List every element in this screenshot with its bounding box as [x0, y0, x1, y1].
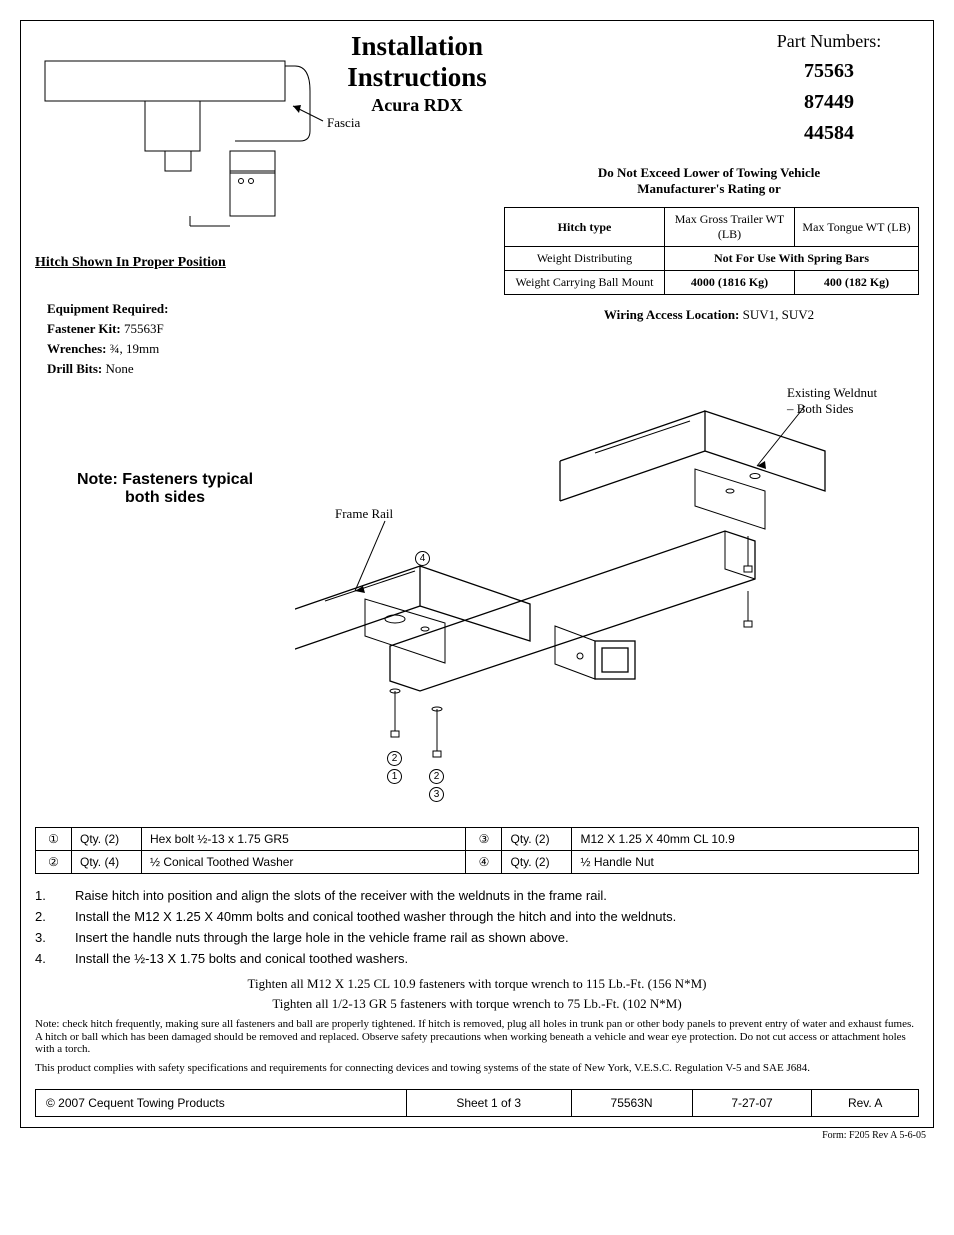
- warn-line2: Manufacturer's Rating or: [499, 181, 919, 197]
- title-sub: Acura RDX: [335, 95, 499, 116]
- weld-line1: Existing Weldnut: [787, 385, 877, 401]
- fine-1: Note: check hitch frequently, making sur…: [35, 1018, 919, 1056]
- wiring-line: Wiring Access Location: SUV1, SUV2: [499, 307, 919, 323]
- ref-3: 3: [429, 787, 444, 802]
- page: Fascia Hitch Shown In Proper Position Eq…: [20, 20, 934, 1128]
- wrench-label: Wrenches:: [47, 341, 106, 356]
- torque-1: Tighten all M12 X 1.25 CL 10.9 fasteners…: [35, 976, 919, 992]
- step-t2: Install the M12 X 1.25 X 40mm bolts and …: [75, 909, 676, 924]
- framerail-label: Frame Rail: [335, 506, 393, 522]
- part-num-2: 44584: [739, 122, 919, 145]
- torque-2: Tighten all 1/2-13 GR 5 fasteners with t…: [35, 996, 919, 1012]
- fascia-diagram-block: Fascia Hitch Shown In Proper Position Eq…: [35, 31, 335, 381]
- part-num-0: 75563: [739, 60, 919, 83]
- ref-2b: 2: [429, 769, 444, 784]
- bom-n3: ③: [466, 828, 502, 851]
- bom-q4: Qty. (2): [502, 851, 572, 874]
- weld-line2: – Both Sides: [787, 401, 877, 417]
- spec-r1c23: Not For Use With Spring Bars: [665, 247, 919, 271]
- fastener-label: Fastener Kit:: [47, 321, 121, 336]
- equip-heading: Equipment Required:: [47, 301, 168, 316]
- wiring-label: Wiring Access Location:: [604, 307, 740, 322]
- bom-q2: Qty. (4): [72, 851, 142, 874]
- spec-table: Hitch type Max Gross Trailer WT (LB) Max…: [504, 207, 919, 295]
- note-fast-2: both sides: [35, 489, 295, 507]
- wrench-val: ¾, 19mm: [106, 341, 159, 356]
- weldnut-callout: Existing Weldnut – Both Sides: [787, 385, 877, 417]
- bom-n4: ④: [466, 851, 502, 874]
- step-n4: 4.: [35, 951, 75, 966]
- bom-q1: Qty. (2): [72, 828, 142, 851]
- spec-h2: Max Gross Trailer WT (LB): [665, 208, 795, 247]
- fascia-label: Fascia: [327, 115, 360, 131]
- drill-label: Drill Bits:: [47, 361, 102, 376]
- form-note: Form: F205 Rev A 5-6-05: [20, 1130, 934, 1141]
- wiring-val: SUV1, SUV2: [739, 307, 814, 322]
- top-area: Fascia Hitch Shown In Proper Position Eq…: [35, 31, 919, 381]
- bom-d2: ½ Conical Toothed Washer: [142, 851, 466, 874]
- footer-table: © 2007 Cequent Towing Products Sheet 1 o…: [35, 1089, 919, 1117]
- ref-4: 4: [415, 551, 430, 566]
- spec-h1: Hitch type: [505, 208, 665, 247]
- part-num-1: 87449: [739, 91, 919, 114]
- bom-d1: Hex bolt ½-13 x 1.75 GR5: [142, 828, 466, 851]
- parts-block: Part Numbers: 75563 87449 44584: [739, 31, 919, 145]
- step-t4: Install the ½-13 X 1.75 bolts and conica…: [75, 951, 408, 966]
- right-header: Part Numbers: 75563 87449 44584 Do Not E…: [499, 31, 919, 381]
- step-n3: 3.: [35, 930, 75, 945]
- bom-d3: M12 X 1.25 X 40mm CL 10.9: [572, 828, 919, 851]
- spec-r1c1: Weight Distributing: [505, 247, 665, 271]
- hitch-position-heading: Hitch Shown In Proper Position: [35, 255, 335, 271]
- note-fast-1: Note: Fasteners typical: [35, 471, 295, 489]
- spec-h3: Max Tongue WT (LB): [795, 208, 919, 247]
- warn-line1: Do Not Exceed Lower of Towing Vehicle: [499, 165, 919, 181]
- title-block: Installation Instructions Acura RDX: [335, 31, 499, 381]
- bom-table: ① Qty. (2) Hex bolt ½-13 x 1.75 GR5 ③ Qt…: [35, 827, 919, 874]
- fascia-svg: [35, 31, 335, 251]
- ref-2a: 2: [387, 751, 402, 766]
- main-diagram: Frame Rail Existing Weldnut – Both Sides…: [295, 391, 919, 821]
- main-diagram-row: Note: Fasteners typical both sides: [35, 391, 919, 821]
- foot-c5: Rev. A: [812, 1089, 919, 1116]
- spec-r2c1: Weight Carrying Ball Mount: [505, 271, 665, 295]
- fastener-val: 75563F: [121, 321, 164, 336]
- equip-block: Equipment Required: Fastener Kit: 75563F…: [47, 301, 335, 377]
- bom-n2: ②: [36, 851, 72, 874]
- note-fast-block: Note: Fasteners typical both sides: [35, 391, 295, 821]
- spec-r2c3: 400 (182 Kg): [795, 271, 919, 295]
- warn-block: Do Not Exceed Lower of Towing Vehicle Ma…: [499, 165, 919, 197]
- fine-2: This product complies with safety specif…: [35, 1062, 919, 1075]
- step-t3: Insert the handle nuts through the large…: [75, 930, 569, 945]
- bom-q3: Qty. (2): [502, 828, 572, 851]
- foot-c3: 75563N: [571, 1089, 692, 1116]
- step-t1: Raise hitch into position and align the …: [75, 888, 607, 903]
- spec-r2c2: 4000 (1816 Kg): [665, 271, 795, 295]
- bom-d4: ½ Handle Nut: [572, 851, 919, 874]
- step-n1: 1.: [35, 888, 75, 903]
- foot-c2: Sheet 1 of 3: [406, 1089, 571, 1116]
- foot-c4: 7-27-07: [692, 1089, 812, 1116]
- foot-c1: © 2007 Cequent Towing Products: [36, 1089, 407, 1116]
- steps-block: 1.Raise hitch into position and align th…: [35, 888, 919, 966]
- drill-val: None: [102, 361, 133, 376]
- title-main: Installation Instructions: [335, 31, 499, 93]
- step-n2: 2.: [35, 909, 75, 924]
- bom-n1: ①: [36, 828, 72, 851]
- parts-heading: Part Numbers:: [739, 31, 919, 52]
- ref-1: 1: [387, 769, 402, 784]
